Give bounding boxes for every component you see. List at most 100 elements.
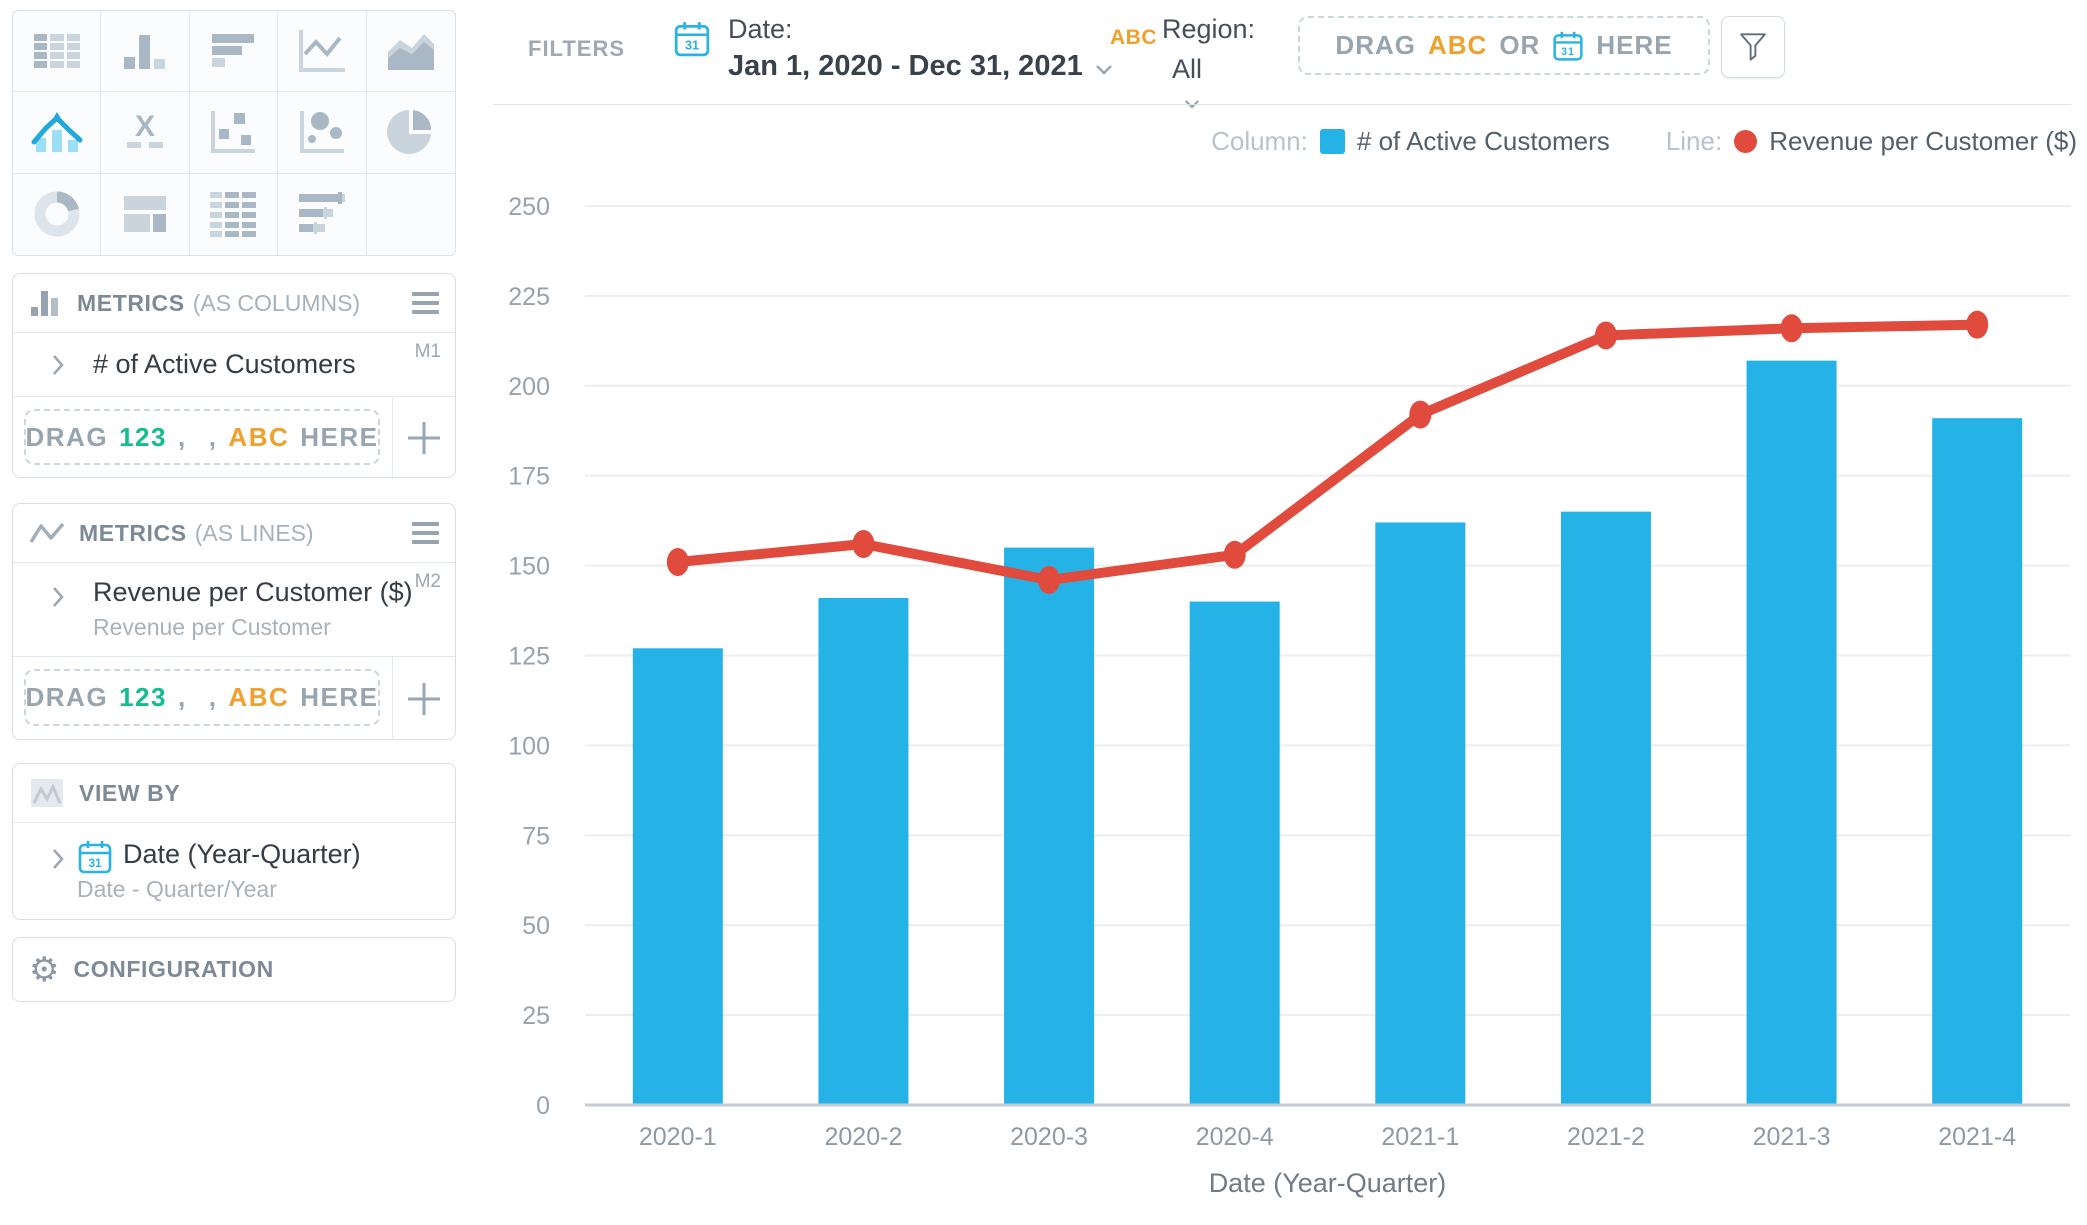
x-icon: X [127, 110, 164, 149]
area-chart-icon [387, 34, 434, 71]
legend-line-name: Revenue per Customer ($) [1769, 126, 2077, 156]
svg-text:2020-4: 2020-4 [1196, 1123, 1274, 1151]
chart-type-picker: X [12, 10, 456, 256]
panel-title: METRICS [77, 289, 185, 316]
text-field-tag: ABC [1110, 26, 1157, 49]
filter-dropzone[interactable]: DRAG ABC OR 31 HERE [1298, 16, 1710, 75]
panel-title: CONFIGURATION [73, 956, 274, 982]
metrics-lines-header: METRICS (AS LINES) [13, 504, 455, 563]
svg-text:25: 25 [522, 1002, 550, 1030]
chart-type-pivot-table[interactable] [190, 173, 279, 255]
svg-text:31: 31 [1562, 45, 1576, 57]
chart-type-x-axis[interactable]: X [101, 92, 190, 174]
calendar-icon: 31 [78, 841, 112, 874]
filter-funnel-button[interactable] [1721, 16, 1785, 78]
panel-title: METRICS [79, 519, 187, 546]
dropzone-separator: , [208, 682, 218, 712]
pivot-table-icon [210, 192, 257, 238]
region-filter-value[interactable]: All [1172, 54, 1202, 116]
chart-type-column[interactable] [101, 11, 190, 93]
svg-text:2020-2: 2020-2 [825, 1123, 903, 1151]
configuration-header: ⚙ CONFIGURATION [13, 938, 455, 1001]
dropzone-drag-label: DRAG [1335, 30, 1416, 60]
metric-item-active-customers[interactable]: # of Active Customers M1 [13, 333, 455, 396]
chart-type-layout[interactable] [101, 173, 190, 255]
combo-chart-svg[interactable]: 0 25 50 75 100 125 150 175 200 225 250 2020-1 2020-2… [490, 140, 2087, 1225]
svg-text:0: 0 [536, 1092, 550, 1120]
dropzone-separator: , [208, 421, 218, 452]
menu-icon[interactable] [412, 522, 439, 544]
svg-text:Date (Year-Quarter): Date (Year-Quarter) [1209, 1168, 1447, 1198]
chart-type-donut[interactable] [13, 173, 102, 255]
line-chart-icon [298, 30, 345, 73]
metrics-columns-header: METRICS (AS COLUMNS) [13, 274, 455, 333]
svg-text:X: X [135, 110, 155, 143]
plus-icon [408, 682, 440, 715]
metrics-lines-dropzone-row: DRAG 123 , , ABC HERE [13, 656, 455, 740]
chart-legend: Column: # of Active Customers Line: Reve… [1211, 126, 2077, 157]
funnel-icon [1740, 33, 1766, 61]
panel-subtitle: (AS LINES) [194, 519, 314, 546]
calendar-icon: 31 [674, 22, 710, 57]
view-by-name: Date (Year-Quarter) [123, 839, 361, 869]
chart-type-pie[interactable] [366, 92, 455, 174]
chart-type-combo[interactable] [13, 92, 102, 174]
filters-divider [493, 104, 2071, 105]
dropzone-drag-label: DRAG [25, 682, 109, 712]
chart-type-bubble[interactable] [278, 92, 367, 174]
chart-type-bullet[interactable] [278, 173, 367, 255]
svg-text:200: 200 [508, 373, 550, 401]
legend-column-swatch [1319, 129, 1345, 154]
svg-text:250: 250 [508, 193, 550, 221]
numeric-field-tag: 123 [119, 682, 167, 712]
svg-text:31: 31 [88, 856, 102, 870]
legend-line-item[interactable]: Line: Revenue per Customer ($) [1666, 126, 2077, 157]
chart-area[interactable]: 0 25 50 75 100 125 150 175 200 225 250 2020-1 2020-2… [490, 140, 2087, 1225]
svg-text:150: 150 [508, 553, 550, 581]
donut-chart-icon [34, 191, 80, 237]
add-metric-button[interactable] [392, 397, 455, 479]
legend-column-item[interactable]: Column: # of Active Customers [1211, 126, 1610, 157]
metric-dropzone[interactable]: DRAG 123 , , ABC HERE [24, 409, 380, 465]
chart-type-bar[interactable] [189, 11, 279, 93]
text-field-tag: ABC [1427, 30, 1488, 60]
menu-icon[interactable] [412, 292, 439, 314]
add-metric-button[interactable] [392, 657, 455, 740]
chevron-down-icon [1095, 65, 1112, 75]
chart-type-table[interactable] [13, 11, 102, 93]
calendar-icon: 31 [1553, 31, 1583, 61]
metric-subtitle: Revenue per Customer [93, 614, 331, 640]
view-by-header: VIEW BY [13, 764, 455, 823]
legend-line-label: Line: [1665, 126, 1723, 156]
chart-type-scatter[interactable] [189, 92, 279, 174]
chevron-right-icon[interactable] [51, 847, 65, 871]
combo-chart-icon [31, 112, 83, 153]
metric-item-revenue-per-customer[interactable]: Revenue per Customer ($) Revenue per Cus… [13, 563, 455, 656]
date-filter-value[interactable]: Jan 1, 2020 - Dec 31, 2021 [728, 50, 1113, 83]
main-area: FILTERS 31 Date: Jan 1, 2020 - Dec 31, 2… [490, 0, 2087, 1225]
dropzone-or-label: OR [1499, 30, 1541, 60]
chevron-right-icon[interactable] [51, 585, 65, 609]
chevron-down-icon [1184, 100, 1200, 109]
dropzone-separator: , [177, 682, 187, 712]
metric-dropzone[interactable]: DRAG 123 , , ABC HERE [24, 669, 380, 726]
dropzone-here-label: HERE [1596, 30, 1673, 60]
region-value-text: All [1172, 54, 1203, 84]
pie-chart-icon [386, 110, 431, 155]
date-range-text: Jan 1, 2020 - Dec 31, 2021 [728, 50, 1083, 82]
metric-name: Revenue per Customer ($) [93, 577, 413, 607]
chart-type-line[interactable] [278, 11, 367, 93]
svg-text:2020-3: 2020-3 [1010, 1123, 1088, 1151]
dropzone-drag-label: DRAG [25, 421, 109, 452]
svg-text:75: 75 [522, 822, 550, 850]
text-field-tag: ABC [228, 421, 290, 452]
configuration-panel[interactable]: ⚙ CONFIGURATION [12, 937, 456, 1002]
chart-type-area[interactable] [366, 11, 455, 93]
region-filter-label: Region: [1162, 14, 1256, 44]
table-icon [33, 34, 80, 69]
dropzone-here-label: HERE [300, 682, 379, 712]
view-by-item-date[interactable]: 31 Date (Year-Quarter) Date - Quarter/Ye… [13, 823, 455, 919]
chevron-right-icon[interactable] [51, 353, 65, 377]
filters-label: FILTERS [528, 36, 626, 61]
